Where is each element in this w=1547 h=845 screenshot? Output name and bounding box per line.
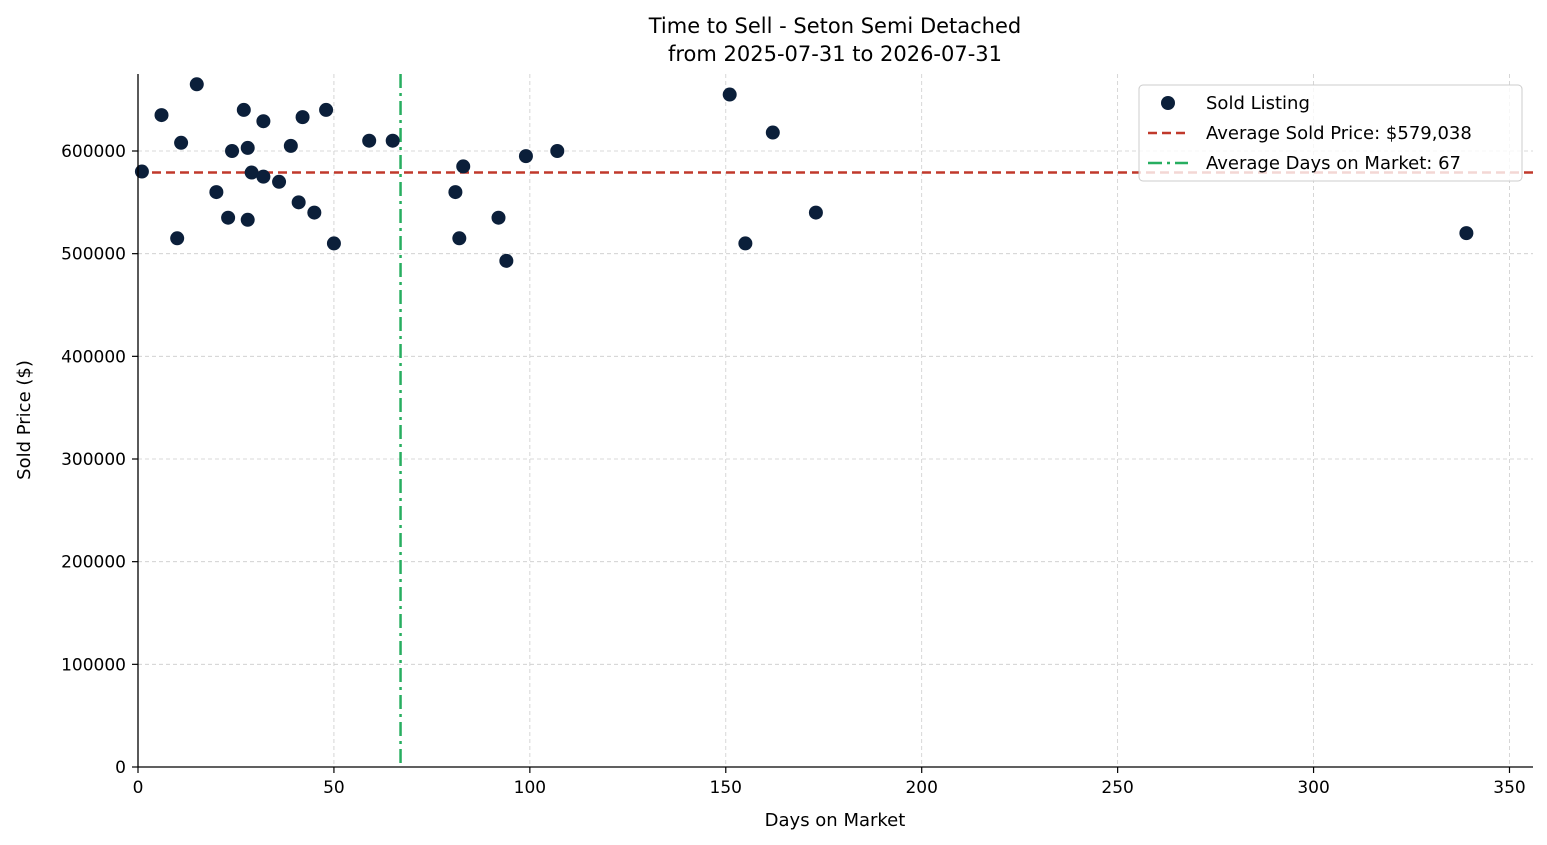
data-point xyxy=(291,195,306,210)
data-point xyxy=(240,212,255,227)
y-tick-label: 0 xyxy=(115,758,126,778)
x-tick-label: 0 xyxy=(133,778,144,798)
x-axis-label: Days on Market xyxy=(765,810,906,831)
x-tick-label: 350 xyxy=(1493,778,1525,798)
data-point xyxy=(236,102,251,117)
x-tick-label: 50 xyxy=(323,778,345,798)
data-point xyxy=(491,210,506,225)
y-tick-label: 500000 xyxy=(61,245,126,265)
legend-box xyxy=(1138,84,1523,182)
data-point xyxy=(240,140,255,155)
data-point xyxy=(452,231,467,246)
y-tick-label: 400000 xyxy=(61,347,126,367)
data-point xyxy=(385,133,400,148)
data-point xyxy=(738,236,753,251)
chart-title: Time to Sell - Seton Semi Detached xyxy=(648,14,1022,38)
data-point xyxy=(209,185,224,200)
x-tick-label: 100 xyxy=(514,778,546,798)
y-tick-label: 300000 xyxy=(61,450,126,470)
data-point xyxy=(448,185,463,200)
axes xyxy=(137,74,1533,768)
x-tick-label: 200 xyxy=(905,778,937,798)
data-point xyxy=(722,87,737,102)
y-axis-label: Sold Price ($) xyxy=(14,360,35,480)
data-point xyxy=(134,164,149,179)
data-point xyxy=(499,253,514,268)
data-point xyxy=(244,165,259,180)
y-tick-label: 200000 xyxy=(61,553,126,573)
data-points xyxy=(134,77,1474,268)
legend-label-sold-listing: Sold Listing xyxy=(1206,93,1310,114)
data-point xyxy=(456,159,471,174)
data-point xyxy=(256,169,271,184)
y-tick-label: 600000 xyxy=(61,142,126,162)
data-point xyxy=(362,133,377,148)
data-point xyxy=(1459,226,1474,241)
x-tick-label: 300 xyxy=(1297,778,1329,798)
data-point xyxy=(307,205,322,220)
legend-label-average-price: Average Sold Price: $579,038 xyxy=(1206,123,1472,144)
y-tick-label: 100000 xyxy=(61,655,126,675)
data-point xyxy=(174,135,189,150)
data-point xyxy=(326,236,341,251)
legend: Sold Listing Average Sold Price: $579,03… xyxy=(1138,84,1523,182)
data-point xyxy=(189,77,204,92)
x-tick-label: 250 xyxy=(1101,778,1133,798)
data-point xyxy=(272,174,287,189)
data-point xyxy=(808,205,823,220)
legend-marker-sold-listing xyxy=(1161,96,1175,110)
chart-subtitle: from 2025-07-31 to 2026-07-31 xyxy=(668,42,1002,66)
data-point xyxy=(256,114,271,129)
data-point xyxy=(550,144,565,158)
x-axis-ticks: 0 50 100 150 200 250 300 350 xyxy=(133,767,1526,798)
data-point xyxy=(295,110,310,125)
data-point xyxy=(518,149,533,164)
data-point xyxy=(765,125,780,140)
data-point xyxy=(221,210,236,225)
data-point xyxy=(170,231,185,246)
x-tick-label: 150 xyxy=(710,778,742,798)
data-point xyxy=(154,108,169,123)
y-axis-ticks: 0 100000 200000 300000 400000 500000 600000 xyxy=(61,142,138,778)
data-point xyxy=(283,138,298,153)
data-point xyxy=(319,102,334,117)
legend-label-average-days: Average Days on Market: 67 xyxy=(1206,153,1461,174)
data-point xyxy=(225,144,240,158)
